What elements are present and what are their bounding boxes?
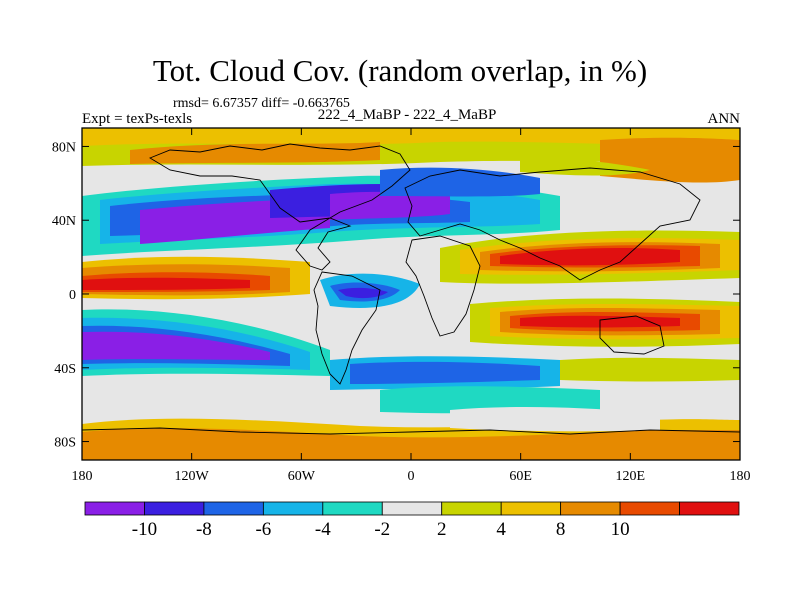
atlantic-purple-patch [330, 191, 450, 220]
colorbar-label: -4 [315, 519, 331, 540]
coastlines [82, 143, 740, 435]
north-america-outline [148, 143, 411, 271]
tropical-pacific-red-core [82, 277, 250, 290]
season-label: ANN [707, 111, 741, 127]
colorbar-label: -10 [132, 519, 157, 540]
antarctica-outline [82, 427, 740, 435]
colorbar-swatch [679, 501, 740, 516]
eurasia-outline [404, 167, 701, 281]
lon-tick-label: 120E [616, 469, 646, 484]
lon-tick-label: 60E [509, 469, 532, 484]
australia-outline [599, 315, 665, 355]
colorbar-label: -6 [255, 519, 271, 540]
colorbar-label: -8 [196, 519, 212, 540]
sp-purple-core [82, 331, 270, 360]
map-axes: 180 120W 60W 0 60E 120E 180 80N 40N 0 40S 80S [52, 128, 751, 484]
africa-outline [405, 235, 481, 337]
lon-tick-label: 180 [730, 469, 751, 484]
experiment-label: Expt = texPs-texls [82, 111, 193, 127]
arctic-band [82, 128, 740, 146]
lat-tick-label: 40N [52, 214, 76, 229]
lat-tick-label: 40S [54, 362, 76, 377]
antarctic-gray-patch [450, 407, 660, 432]
plot-title: Tot. Cloud Cov. (random overlap, in %) [152, 53, 648, 88]
stats-line: rmsd= 6.67357 diff= -0.663765 [173, 96, 350, 111]
colorbar-swatch [500, 501, 562, 516]
colorbar-label: -2 [374, 519, 390, 540]
asia-red-core [500, 248, 680, 266]
europe-blue-patch [380, 167, 540, 197]
colorbar-swatch [441, 501, 502, 516]
colorbar: -10 -8 -6 -4 -2 2 4 8 10 [84, 501, 740, 540]
colorbar-swatch [381, 501, 443, 516]
atlantic-blue-core [338, 287, 388, 299]
colorbar-label: 8 [556, 519, 566, 540]
colorbar-swatch [619, 501, 680, 516]
colorbar-swatch [322, 501, 383, 516]
lat-tick-label: 80N [52, 140, 76, 155]
colorbar-label: 2 [437, 519, 447, 540]
antarctic-orange-band [82, 428, 740, 460]
colorbar-swatch [262, 501, 324, 516]
siberia-orange-patch [600, 137, 740, 183]
lat-tick-label: 80S [54, 436, 76, 451]
lon-tick-label: 180 [72, 469, 93, 484]
colorbar-swatch [203, 501, 264, 516]
colorbar-label: 4 [496, 519, 506, 540]
colorbar-swatch [144, 501, 205, 516]
lat-tick-label: 0 [69, 288, 76, 303]
so-blue-band [350, 361, 540, 384]
case-label: 222_4_MaBP - 222_4_MaBP [317, 107, 497, 123]
colorbar-label: 10 [611, 519, 630, 540]
so-yellow-band [560, 357, 740, 382]
lon-tick-label: 0 [408, 469, 415, 484]
colorbar-swatch [84, 501, 145, 516]
so-teal-band [380, 386, 600, 414]
south-america-outline [313, 271, 381, 385]
cloud-cover-field [82, 128, 740, 460]
lon-tick-label: 120W [175, 469, 210, 484]
lon-tick-label: 60W [288, 469, 316, 484]
colorbar-swatch [560, 501, 621, 516]
